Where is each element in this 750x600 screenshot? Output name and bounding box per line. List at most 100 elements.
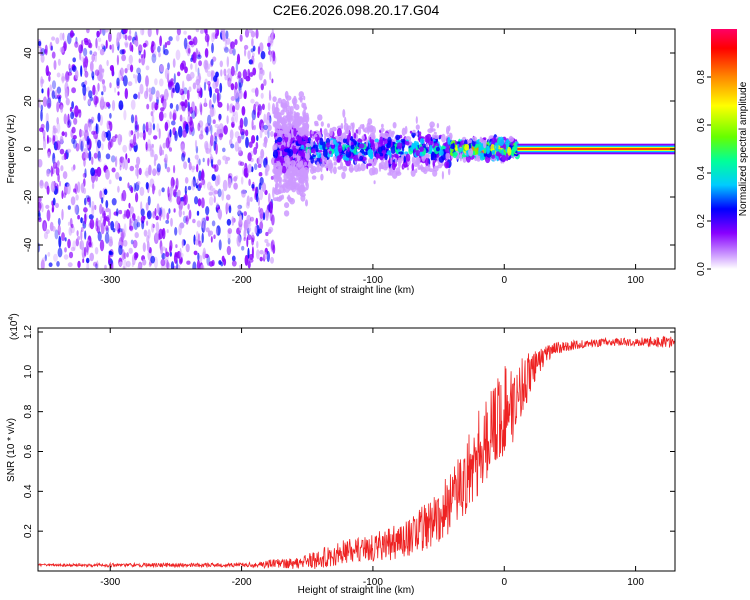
spectrogram-cell [101,68,105,73]
spectrogram-cell [120,228,126,241]
spectrogram-cell [174,130,178,142]
spectrogram-cell [167,62,170,71]
spectrogram-cell [198,240,202,247]
spectrogram-cell [303,170,308,178]
spectrogram-cell [105,168,110,180]
spectrogram-cell [51,207,54,213]
spectrogram-cell [58,96,61,104]
spectrogram-cell [218,113,222,121]
spectrogram-cell [62,32,65,41]
spectrogram-cell [267,129,270,139]
spectrogram-cell [262,69,265,76]
spectrogram-cell [40,78,45,84]
spectrogram-cell [148,261,152,268]
colorbar-label: Normalized spectral amplitude [738,81,749,216]
spectrogram-cell [293,127,297,137]
spectrogram-cell [163,112,167,118]
spectrogram-cell [224,39,227,48]
spectrogram-cell [57,159,60,169]
spectrogram-cell [72,240,76,251]
spectrogram-cell [229,129,234,141]
spectrogram-cell [86,197,90,202]
spectrogram-cell [160,246,164,255]
spectrogram-cell [63,192,67,199]
spectrogram-cell [127,35,132,41]
spectrogram-cell [227,172,233,179]
spectrogram-cell [152,101,156,109]
spectrogram-cell [49,84,52,92]
spectrogram-cell [133,133,137,146]
spectrogram-cell [67,221,70,226]
spectrogram-cell [91,53,95,63]
spectrogram-cell [219,82,223,93]
spectrogram-cell [114,156,118,168]
spectrogram-cell [46,102,52,109]
spectrogram-cell [59,180,61,187]
spectrogram-cell [129,165,135,172]
spectrogram-cell [70,196,76,206]
spectrogram-cell [224,159,228,165]
spectrogram-cell [99,67,103,80]
spectrogram-cell [251,184,255,189]
spectrogram-cell [361,135,365,140]
spectrogram-cell [188,126,192,135]
spectrogram-cell [247,68,251,79]
spectrogram-cell [265,115,271,128]
spectrogram-cell [76,230,79,237]
spectrogram-cell [190,63,193,70]
spectrogram-cell [128,54,133,65]
spectrogram-cell [248,141,253,148]
spectrogram-cell [198,175,203,182]
spectrogram-cell [87,39,91,48]
spectrogram-cell [269,210,273,222]
spectrogram-cell [116,77,120,87]
spectrogram-cell [206,216,209,222]
spectrogram-cell [265,209,269,218]
spectrogram-cell [350,122,354,127]
spectrogram-cell [311,175,317,180]
spectrogram-cell [82,84,87,96]
spectrogram-cell [189,106,194,114]
spectrogram-cell [387,136,392,144]
spectrogram-cell [84,213,87,225]
spectrogram-cell [108,253,111,265]
spectrogram-cell [447,136,451,145]
spectrogram-cell [286,113,290,121]
spectrogram-cell [332,166,337,175]
spectrogram-cell [129,218,132,230]
spectrogram-cell [38,196,42,203]
spectrogram-cell [225,202,230,213]
spectrogram-cell [93,152,98,159]
spectrogram-cell [122,159,125,170]
spectrogram-cell [167,186,170,198]
spectrogram-cell [41,88,44,94]
spectrogram-cell [180,101,185,107]
spectrogram-cell [344,130,350,135]
spectrogram-cell [109,236,113,244]
spectrogram-cell [182,105,186,113]
spectrogram-cell [243,168,248,177]
spectrogram-cell [39,127,44,132]
spectrogram-cell [260,148,265,159]
spectrogram-cell [241,189,246,198]
spectrogram-cell [62,171,68,180]
spectrogram-cell [175,104,179,112]
spectrogram-cell [152,183,155,195]
spectrogram-cell [97,220,102,228]
spectrogram-xtick-label: -200 [232,275,252,286]
spectrogram-cell [175,49,181,61]
spectrogram-cell [423,169,428,175]
snr-frame [37,327,676,572]
spectrogram-cell [310,166,315,175]
spectrogram-cell [368,167,375,176]
spectrogram-cell [379,131,384,137]
spectrogram-cell [324,163,329,169]
spectrogram-cell [77,214,80,220]
spectrogram-cell [193,250,198,256]
spectrogram-cell [162,208,166,220]
spectrogram-cell [91,200,95,211]
spectrogram-cell [156,163,161,173]
spectrogram-cell [158,52,161,58]
spectrogram-cell [84,168,87,179]
spectrogram-cell [322,148,328,158]
